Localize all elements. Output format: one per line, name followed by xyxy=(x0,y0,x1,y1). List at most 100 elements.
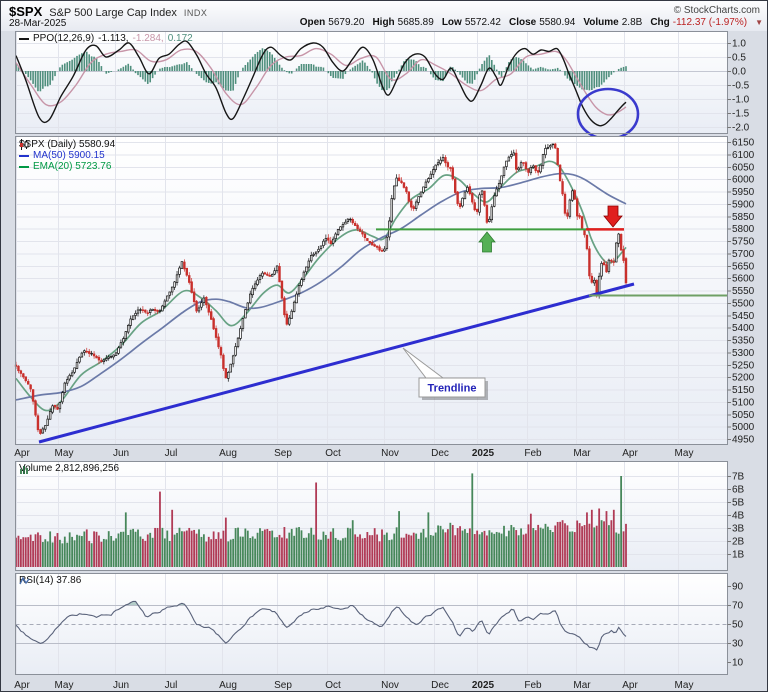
axis-tick-label: 5900 xyxy=(732,199,755,210)
axis-tick-label: 5000 xyxy=(732,422,755,433)
indicator-line-icon xyxy=(19,576,30,584)
axis-tick-label: -1.5 xyxy=(732,109,750,120)
price-legend: $SPX (Daily) 5580.94 xyxy=(19,139,115,150)
axis-tick-label: 5B xyxy=(732,498,745,509)
trendline-callout-box xyxy=(418,377,486,398)
price-legend-label: $SPX (Daily) 5580.94 xyxy=(19,139,116,150)
month-label: May xyxy=(55,680,74,691)
chart-header: $SPX S&P 500 Large Cap Index INDX © Stoc… xyxy=(1,1,767,31)
month-label: Nov xyxy=(381,448,399,459)
month-label: Dec xyxy=(431,448,449,459)
low-value: 5572.42 xyxy=(464,17,501,28)
close-value: 5580.94 xyxy=(539,17,576,28)
axis-tick-label: 7B xyxy=(732,472,745,483)
month-label: 2025 xyxy=(472,680,495,691)
quote-dropdown-icon[interactable]: ▼ xyxy=(755,18,763,27)
axis-tick-label: 6B xyxy=(732,485,745,496)
ppo-legend-name: PPO(12,26,9) xyxy=(33,33,95,44)
month-label: Jul xyxy=(165,680,178,691)
ppo-hist-value: 0.172 xyxy=(167,33,193,44)
axis-tick-label: 5400 xyxy=(732,323,755,334)
axis-tick-label: 3B xyxy=(732,524,745,535)
month-label: Dec xyxy=(431,680,449,691)
axis-tick-label: -1.0 xyxy=(732,95,750,106)
volume-bars-icon xyxy=(20,465,28,474)
ppo-line-icon xyxy=(19,37,29,40)
ema20-legend-label: EMA(20) 5723.76 xyxy=(33,161,112,172)
chg-label: Chg xyxy=(650,17,670,28)
rsi-legend: RSI(14) 37.86 xyxy=(19,575,81,586)
axis-tick-label: -0.5 xyxy=(732,81,750,92)
axis-tick-label: 4950 xyxy=(732,435,755,446)
axis-tick-label: 0.5 xyxy=(732,53,746,64)
ma50-legend: MA(50) 5900.15 xyxy=(19,150,105,161)
month-label: Jul xyxy=(165,448,178,459)
axis-tick-label: 5700 xyxy=(732,249,755,260)
month-label: Aug xyxy=(219,680,237,691)
candlesticks xyxy=(14,142,628,435)
ppo-value: -1.113, xyxy=(98,33,129,44)
close-label: Close xyxy=(508,17,537,28)
axis-tick-label: 5950 xyxy=(732,187,755,198)
month-label: Mar xyxy=(573,680,591,691)
month-label: May xyxy=(55,448,74,459)
axis-tick-label: 0.0 xyxy=(732,67,746,78)
month-label: Apr xyxy=(14,448,30,459)
month-label: Oct xyxy=(325,448,341,459)
axis-tick-label: 5100 xyxy=(732,397,755,408)
axis-tick-label: 1B xyxy=(732,550,745,561)
ema20-legend: EMA(20) 5723.76 xyxy=(19,161,111,172)
axis-tick-label: 5200 xyxy=(732,373,755,384)
volume-value: 2.8B xyxy=(621,17,643,28)
rsi-line xyxy=(15,600,627,651)
low-label: Low xyxy=(441,17,462,28)
axis-tick-label: 6000 xyxy=(732,175,755,186)
axis-tick-label: 2B xyxy=(732,537,745,548)
rsi-legend-label: RSI(14) 37.86 xyxy=(19,575,82,586)
axis-tick-label: 5800 xyxy=(732,224,755,235)
axis-tick-label: 6150 xyxy=(732,138,755,149)
ppo-line xyxy=(15,40,627,127)
month-label: Feb xyxy=(524,448,542,459)
axis-tick-label: 5300 xyxy=(732,348,755,359)
month-label: Sep xyxy=(274,448,292,459)
month-label: May xyxy=(675,680,694,691)
month-label: Sep xyxy=(274,680,292,691)
axis-tick-label: 4B xyxy=(732,511,745,522)
month-label: Mar xyxy=(573,448,591,459)
up-arrow-annotation xyxy=(478,231,496,253)
stockcharts-watermark: © StockCharts.com xyxy=(673,5,760,16)
open-value: 5679.20 xyxy=(328,17,365,28)
month-label: 2025 xyxy=(472,448,495,459)
trendline-annotation xyxy=(38,282,635,444)
exchange-label: INDX xyxy=(183,8,208,18)
axis-tick-label: 30 xyxy=(732,639,744,650)
axis-tick-label: 90 xyxy=(732,582,744,593)
volume-label: Volume xyxy=(583,17,619,28)
candlestick-icon xyxy=(20,139,29,150)
month-label: May xyxy=(675,448,694,459)
high-value: 5685.89 xyxy=(397,17,434,28)
title-row: $SPX S&P 500 Large Cap Index INDX xyxy=(9,4,207,19)
axis-tick-label: 6050 xyxy=(732,162,755,173)
axis-tick-label: 5600 xyxy=(732,274,755,285)
axis-tick-label: 5650 xyxy=(732,261,755,272)
volume-bars xyxy=(15,473,627,567)
axis-tick-label: 5500 xyxy=(732,298,755,309)
month-label: Apr xyxy=(622,680,638,691)
volume-legend-label: Volume 2,812,896,256 xyxy=(19,463,120,474)
axis-tick-label: 6100 xyxy=(732,150,755,161)
quote-summary: Open 5679.20 High 5685.89 Low 5572.42 Close… xyxy=(300,17,763,28)
volume-panel-chart: 7B 6B 5B 4B 3B 2B 1B xyxy=(15,461,745,571)
ppo-signal-value: -1.284, xyxy=(132,33,164,44)
axis-tick-label: 5750 xyxy=(732,237,755,248)
axis-tick-label: 5850 xyxy=(732,212,755,223)
month-label: Jun xyxy=(113,680,129,691)
high-label: High xyxy=(372,17,395,28)
ppo-panel-chart: 1.0 0.5 0.0 -0.5 -1.0 -1.5 -2.0 xyxy=(15,31,750,141)
down-arrow-annotation xyxy=(603,205,623,228)
axis-tick-label: 50 xyxy=(732,620,744,631)
trendline-callout-label: Trendline xyxy=(428,383,477,395)
